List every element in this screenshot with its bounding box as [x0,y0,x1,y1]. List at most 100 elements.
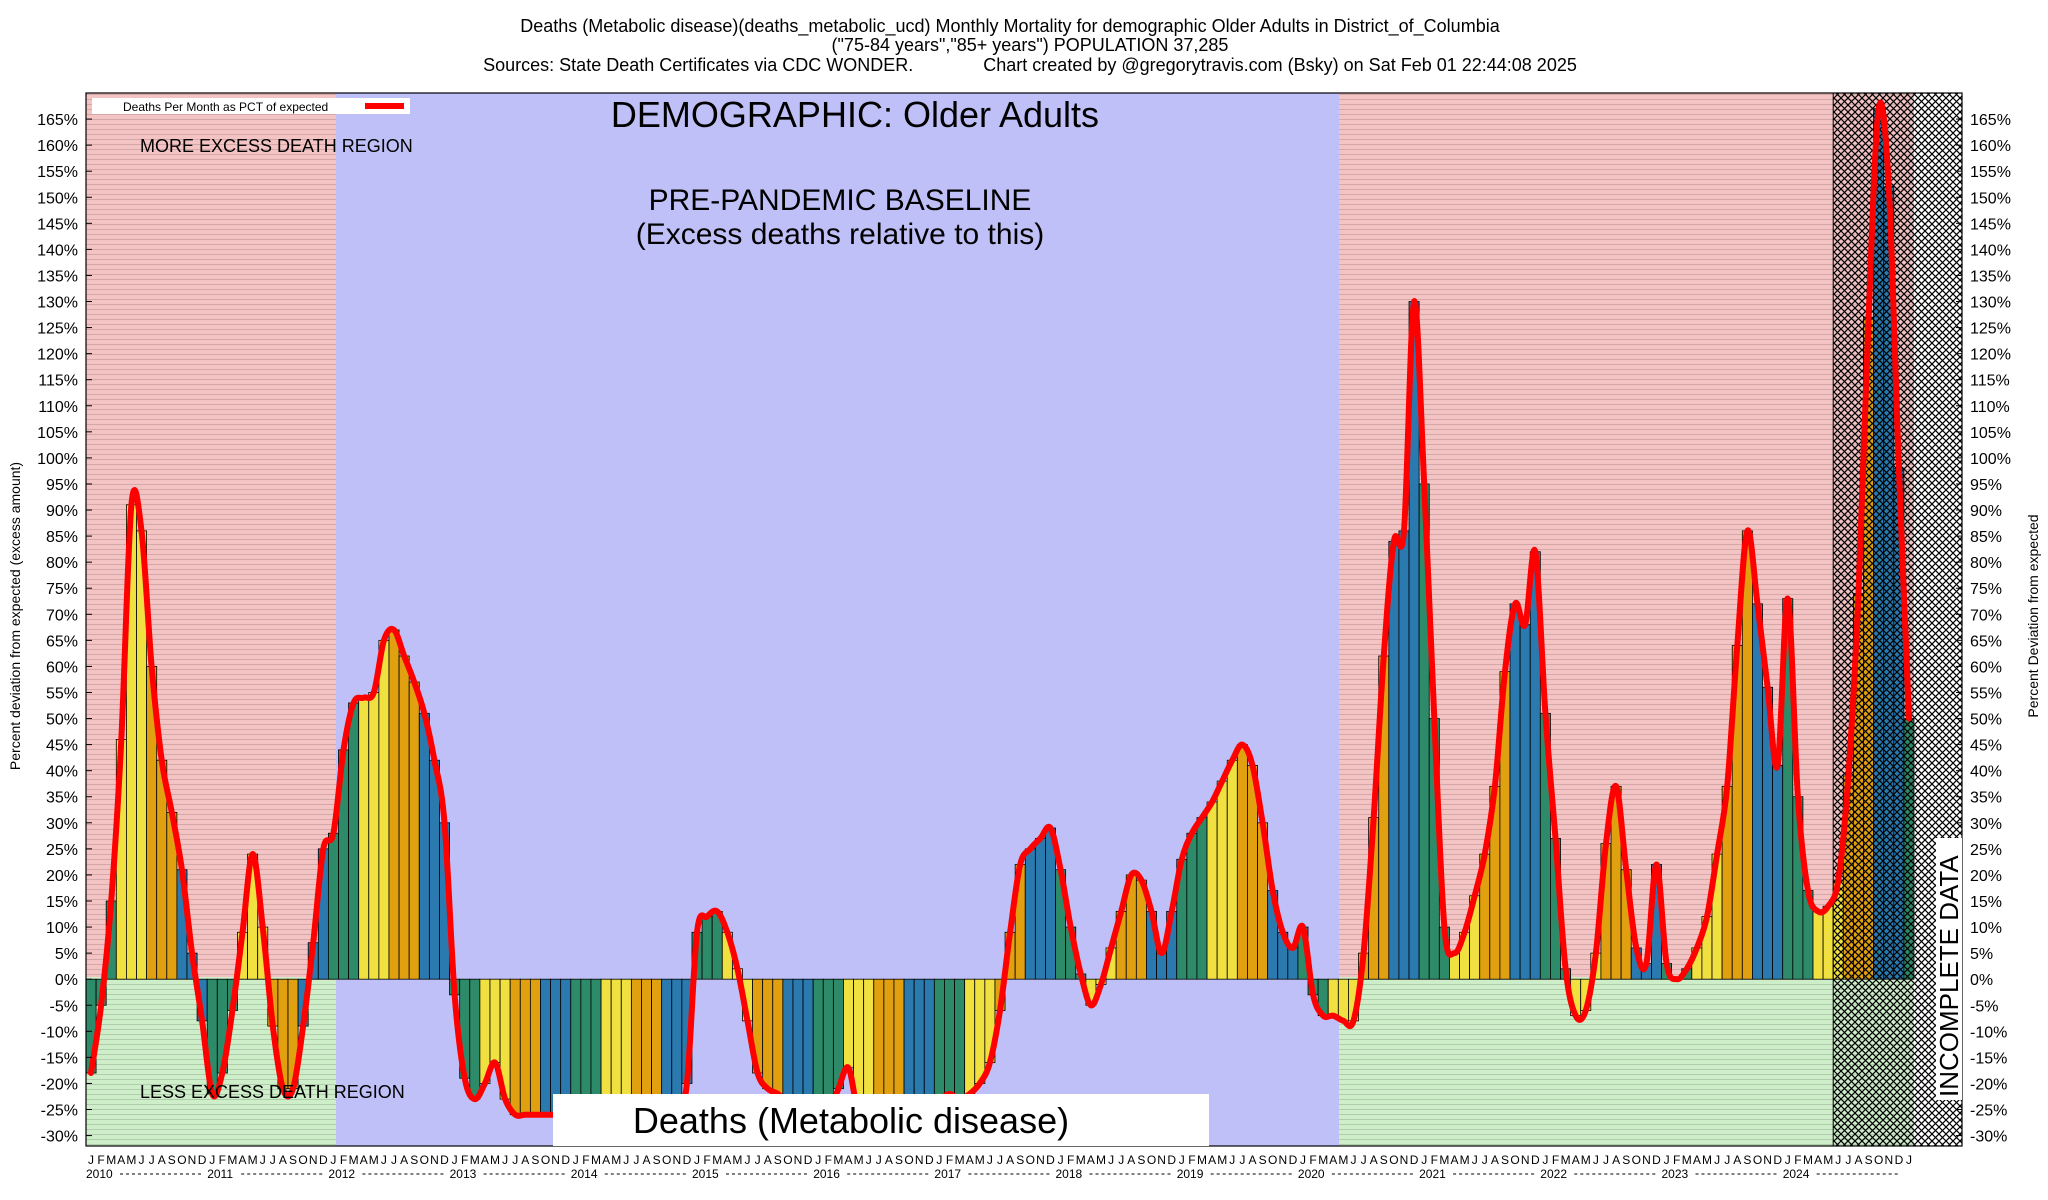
x-month-label: O [662,1153,671,1167]
x-month-label: N [551,1153,560,1167]
x-month-label: A [481,1153,489,1167]
x-month-label: O [1389,1153,1398,1167]
bar [974,978,986,1084]
y-tick-label-left: 160% [37,138,78,155]
x-month-label: S [1743,1153,1751,1167]
y-tick-label-left: 25% [46,842,78,859]
x-month-label: O [1632,1153,1641,1167]
y-tick-label-right: 20% [1970,868,2002,885]
y-tick-label-right: 40% [1970,764,2002,781]
baseline-label-line-1: PRE-PANDEMIC BASELINE [649,184,1032,217]
x-month-label: O [1147,1153,1156,1167]
x-year-label: 2011 [207,1167,233,1181]
x-month-label: A [602,1153,610,1167]
x-month-label: J [997,1153,1003,1167]
bar [964,978,976,1095]
x-month-label: J [876,1153,882,1167]
x-month-label: M [955,1153,965,1167]
x-month-label: J [139,1153,145,1167]
x-month-label: F [1673,1153,1680,1167]
x-month-label: D [319,1153,328,1167]
y-tick-label-left: 145% [37,216,78,233]
x-month-label: N [794,1153,803,1167]
y-tick-label-left: 55% [46,685,78,702]
cause-label-box [553,1094,1209,1146]
y-tick-label-right: 135% [1970,268,2011,285]
x-month-label: S [1865,1153,1873,1167]
legend-box [92,98,410,114]
x-month-label: S [531,1153,539,1167]
y-tick-label-right: 130% [1970,295,2011,312]
trend-line [88,99,1912,1144]
x-month-label: J [987,1153,993,1167]
x-month-label: M [1702,1153,1712,1167]
x-month-label: A [1370,1153,1378,1167]
y-tick-label-left: 95% [46,477,78,494]
bar [1772,765,1784,980]
x-month-label: A [844,1153,852,1167]
x-month-label: F [219,1153,226,1167]
x-month-label: F [1188,1153,1195,1167]
x-month-label: O [177,1153,186,1167]
bar [1337,978,1349,1022]
x-month-label: M [854,1153,864,1167]
x-month-label: D [1289,1153,1298,1167]
y-tick-label-left: -5% [50,998,78,1015]
bar [772,978,784,1095]
x-month-label: D [1652,1153,1661,1167]
x-month-label: O [1510,1153,1519,1167]
x-month-label: J [1229,1153,1235,1167]
bar [1226,759,1238,980]
bar [1519,624,1531,980]
x-month-label: J [1835,1153,1841,1167]
bar [701,916,713,980]
x-month-label: A [117,1153,125,1167]
x-month-label: S [895,1153,903,1167]
bar [1509,603,1521,980]
x-month-label: J [745,1153,751,1167]
x-month-label: J [391,1153,397,1167]
x-month-label: M [369,1153,379,1167]
y-tick-label-right: 0% [1970,972,1993,989]
x-month-label: N [309,1153,318,1167]
legend: Deaths Per Month as PCT of expected [92,98,410,114]
x-year-label: 2010 [86,1167,113,1181]
x-month-label: J [381,1153,387,1167]
y-tick-label-right: 65% [1970,633,2002,650]
x-month-label: M [1439,1153,1449,1167]
y-tick-label-right: 100% [1970,451,2011,468]
x-month-label: D [198,1153,207,1167]
x-month-label: S [168,1153,176,1167]
bar [954,978,966,1100]
x-month-label: M [1561,1153,1571,1167]
y-tick-label-left: 120% [37,347,78,364]
bar [1156,952,1168,980]
x-month-label: J [755,1153,761,1167]
x-month-label: J [512,1153,518,1167]
x-month-label: S [1622,1153,1630,1167]
y-tick-label-right: -5% [1970,998,1998,1015]
x-month-label: A [521,1153,529,1167]
bar [1196,817,1208,980]
cause-label: Deaths (Metabolic disease) [633,1100,1069,1141]
x-month-label: O [541,1153,550,1167]
x-month-label: A [279,1153,287,1167]
bar [368,692,380,980]
y-tick-label-right: -15% [1970,1050,2007,1067]
y-tick-label-left: -15% [41,1050,78,1067]
bar [358,697,370,980]
x-month-label: J [502,1153,508,1167]
x-month-label: F [703,1153,710,1167]
trend-line-layer [88,99,1912,1144]
x-month-label: S [653,1153,661,1167]
y-tick-label-left: 105% [37,425,78,442]
x-month-label: S [289,1153,297,1167]
x-month-label: O [1874,1153,1883,1167]
bar [529,978,541,1116]
bar [469,978,481,1100]
x-month-label: J [1108,1153,1114,1167]
y-tick-label-right: 120% [1970,347,2011,364]
demographic-label: DEMOGRAPHIC: Older Adults [611,94,1099,135]
y-tick-label-right: 50% [1970,712,2002,729]
y-tick-label-right: 30% [1970,816,2002,833]
